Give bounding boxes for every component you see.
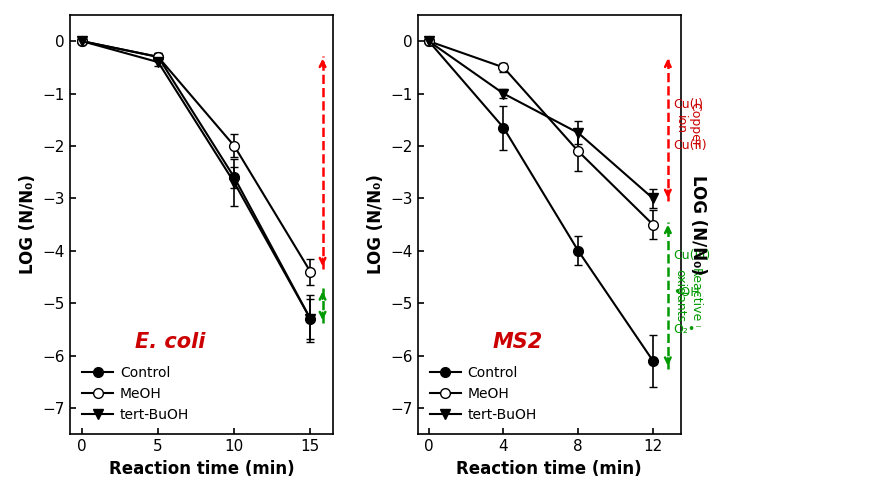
Legend: Control, MeOH, tert-BuOH: Control, MeOH, tert-BuOH bbox=[424, 360, 542, 427]
Legend: Control, MeOH, tert-BuOH: Control, MeOH, tert-BuOH bbox=[77, 360, 195, 427]
Text: Cu(III): Cu(III) bbox=[673, 250, 711, 262]
Text: •OH: •OH bbox=[673, 286, 700, 299]
Text: MS2: MS2 bbox=[492, 332, 543, 352]
X-axis label: Reaction time (min): Reaction time (min) bbox=[457, 460, 642, 478]
Text: Copper
ion: Copper ion bbox=[673, 102, 702, 148]
Y-axis label: LOG (N/N₀): LOG (N/N₀) bbox=[19, 175, 37, 274]
Y-axis label: LOG (N/N₀): LOG (N/N₀) bbox=[367, 175, 385, 274]
Text: O₂•⁻: O₂•⁻ bbox=[673, 323, 703, 336]
Text: Reactive
oxidants: Reactive oxidants bbox=[673, 268, 702, 322]
X-axis label: Reaction time (min): Reaction time (min) bbox=[109, 460, 294, 478]
Text: Cu(II): Cu(II) bbox=[673, 139, 707, 153]
Text: E. coli: E. coli bbox=[134, 332, 205, 352]
Text: Cu(I): Cu(I) bbox=[673, 97, 704, 111]
Text: LOG (N/N₀): LOG (N/N₀) bbox=[690, 175, 707, 274]
